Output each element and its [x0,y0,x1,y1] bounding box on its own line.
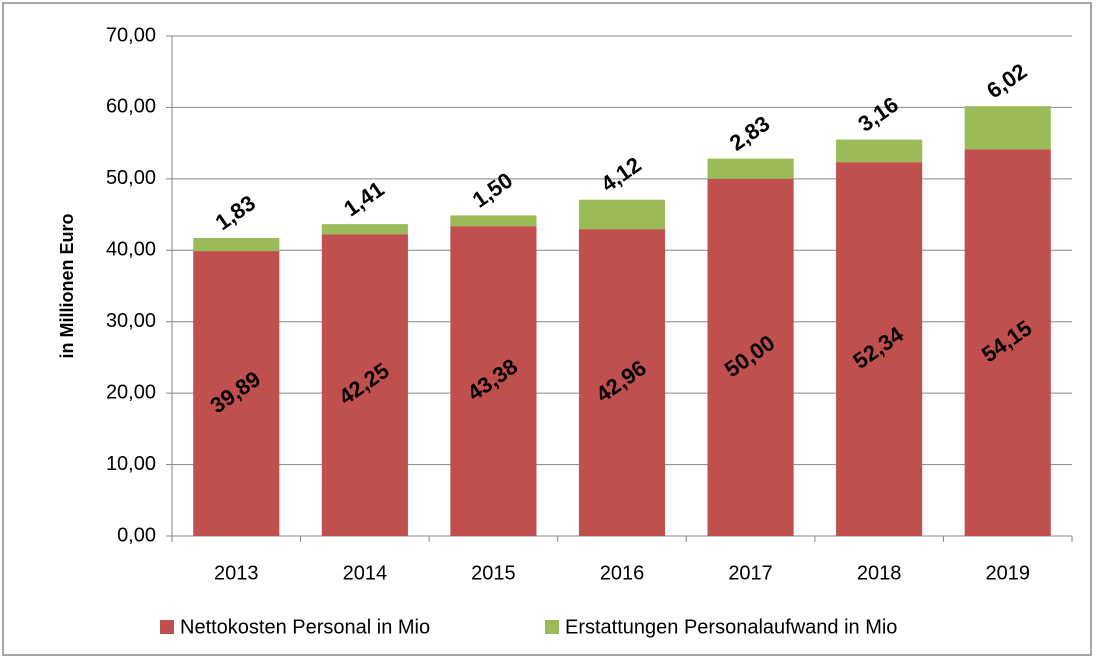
y-tick-label: 20,00 [106,381,156,403]
legend-label: Nettokosten Personal in Mio [180,616,430,638]
y-tick-label: 10,00 [106,453,156,475]
bar-segment [450,215,537,227]
x-tick-label: 2013 [214,562,259,584]
bar-segment [707,178,794,536]
bar-segment [964,149,1051,536]
x-tick-label: 2016 [600,562,645,584]
x-tick-label: 2018 [857,562,902,584]
legend-swatch [160,620,174,634]
y-tick-label: 0,00 [117,524,156,546]
x-tick-label: 2017 [728,562,773,584]
bar-segment [450,226,537,536]
y-tick-label: 60,00 [106,96,156,118]
bar-segment [964,106,1051,150]
y-tick-label: 40,00 [106,239,156,261]
legend-label: Erstattungen Personalaufwand in Mio [565,616,897,638]
legend-swatch [545,620,559,634]
y-tick-label: 70,00 [106,24,156,46]
y-axis-title: in Millionen Euro [57,214,77,359]
y-tick-label: 50,00 [106,167,156,189]
bar-segment [707,158,794,179]
bar-segment [321,234,408,536]
x-tick-label: 2019 [985,562,1030,584]
bar-segment [836,139,923,163]
bar-segment [578,229,666,536]
bar-segment [321,224,408,235]
bar-segment [578,199,666,230]
bar-segment [836,162,923,536]
chart-border [2,2,1092,656]
bar-segment [193,251,280,537]
x-tick-label: 2014 [343,562,388,584]
x-tick-label: 2015 [471,562,516,584]
bar-segment [193,238,280,252]
y-tick-label: 30,00 [106,310,156,332]
